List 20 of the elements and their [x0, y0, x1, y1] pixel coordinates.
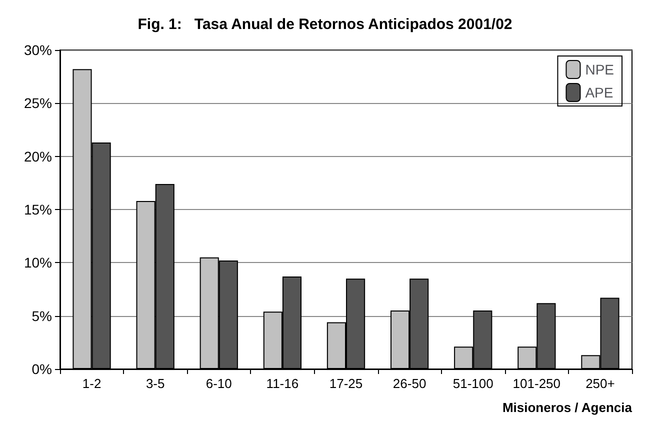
- x-tick-label: 51-100: [452, 376, 494, 391]
- y-tick-label: 10%: [24, 254, 52, 271]
- x-tick-label: 17-25: [329, 376, 363, 391]
- x-tick-label: 11-16: [266, 376, 299, 391]
- x-tick-label: 26-50: [392, 376, 426, 391]
- y-tick-label: 15%: [24, 202, 52, 218]
- y-tick-label: 0%: [32, 361, 52, 377]
- x-tick-label: 101-250: [512, 376, 561, 391]
- legend-label: APE: [585, 84, 614, 100]
- y-tick-label: 5%: [32, 308, 52, 324]
- y-tick-label: 30%: [24, 42, 52, 58]
- chart-title: Fig. 1: Tasa Anual de Retornos Anticipados 2001/02: [138, 16, 512, 33]
- x-tick-label: 250+: [586, 376, 615, 391]
- x-axis-title: Misioneros / Agencia: [502, 400, 633, 415]
- x-tick-label: 3-5: [146, 376, 165, 391]
- legend-label: NPE: [585, 62, 614, 78]
- x-tick-label: 1-2: [82, 376, 102, 391]
- y-tick-label: 25%: [24, 95, 52, 112]
- x-tick-label: 6-10: [206, 376, 232, 391]
- y-tick-label: 20%: [24, 148, 52, 164]
